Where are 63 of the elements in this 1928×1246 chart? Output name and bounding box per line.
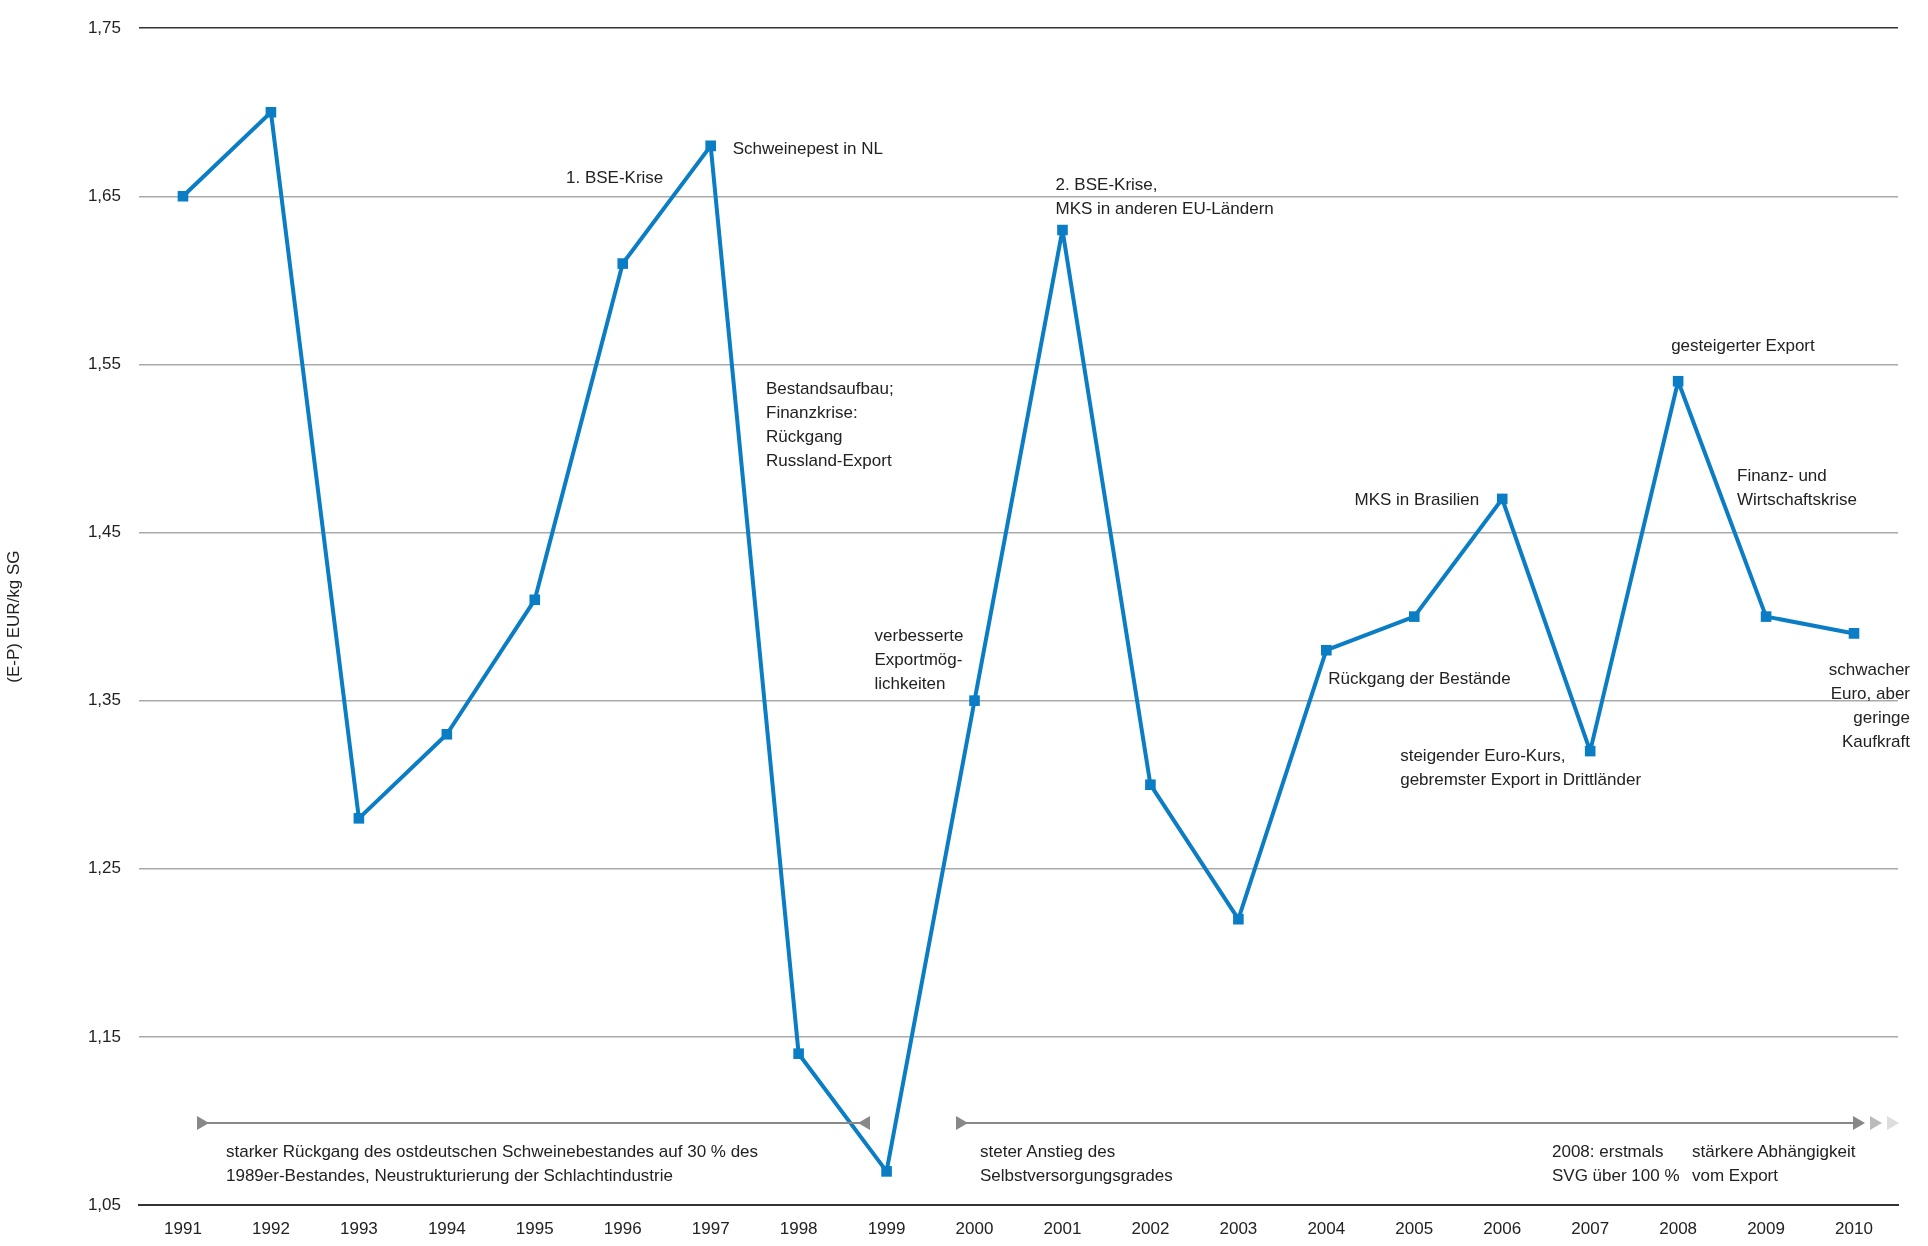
point: [1848, 628, 1860, 639]
x-tick-label: 2003: [1219, 1218, 1258, 1238]
x-tick-label: 1991: [164, 1218, 202, 1238]
x-tick-label: 2009: [1747, 1218, 1785, 1238]
annotation: steigender Euro-Kurs, gebremster Export in Drittländer: [1400, 745, 1642, 792]
annotation: verbesserte Exportmög- lichkeiten: [874, 624, 964, 695]
point: [1672, 375, 1684, 387]
x-tick-label: 1999: [867, 1218, 906, 1238]
x-tick-label: 2006: [1483, 1218, 1522, 1238]
point: [177, 191, 189, 202]
y-tick-label: 1,45: [87, 522, 121, 542]
point: [353, 813, 365, 824]
annotation: 2. BSE-Krise, MKS in anderen EU-Ländern: [1055, 173, 1274, 220]
y-tick-label: 1,75: [87, 17, 121, 37]
annotation: MKS in Brasilien: [1354, 488, 1480, 511]
point: [617, 258, 629, 269]
annotation: Bestandsaufbau; Finanzkrise: Rückgang Russland-Export: [766, 378, 894, 472]
point: [881, 1166, 892, 1177]
point: [529, 594, 541, 606]
y-tick-label: 1,25: [87, 858, 121, 878]
y-tick-label: 1,15: [87, 1026, 121, 1046]
x-tick-label: 1994: [427, 1218, 466, 1238]
annotation: Rückgang der Bestände: [1328, 668, 1511, 691]
x-tick-label: 1995: [515, 1218, 554, 1238]
x-tick-label: 1998: [779, 1218, 818, 1238]
annotation: 1. BSE-Krise: [566, 167, 664, 189]
y-tick-label: 1,55: [87, 354, 121, 374]
x-tick-label: 2000: [955, 1218, 994, 1238]
annotation: Finanz- und Wirtschaftskrise: [1737, 465, 1857, 511]
y-tick-label: 1,35: [87, 690, 121, 710]
y-tick-label: 1,65: [87, 186, 121, 205]
point: [793, 1048, 804, 1059]
point: [1057, 224, 1068, 236]
annotation: starker Rückgang des ostdeutschen Schweinebestandes auf 30 % des 1989er-Bestandes, Neustrukturierung der Schlachtindustrie: [226, 1141, 759, 1187]
point: [1233, 913, 1244, 925]
annotation: steter Anstieg des Selbstversorgungsgrades: [980, 1141, 1173, 1187]
x-tick-label: 2007: [1571, 1218, 1610, 1238]
point: [969, 695, 980, 706]
x-tick-label: 1992: [252, 1218, 290, 1238]
point: [1145, 779, 1156, 791]
x-tick-label: 2001: [1043, 1218, 1082, 1238]
annotation: Schweinepest in NL: [732, 137, 883, 160]
annotation: gesteigerter Export: [1671, 335, 1815, 358]
y-tick-label: 1,05: [87, 1194, 121, 1214]
point: [1408, 611, 1420, 622]
x-tick-label: 2004: [1307, 1218, 1346, 1238]
point: [705, 140, 716, 152]
x-tick-label: 1997: [691, 1218, 730, 1238]
point: [441, 728, 453, 740]
annotation: schwacher Euro, aber geringe Kaufkraft: [1828, 659, 1911, 754]
point: [1321, 644, 1332, 656]
point: [265, 106, 277, 118]
x-tick-label: 2005: [1395, 1218, 1434, 1238]
x-tick-label: 2010: [1835, 1218, 1873, 1238]
x-tick-label: 1996: [603, 1218, 642, 1238]
point: [1760, 611, 1772, 622]
x-tick-label: 2002: [1131, 1218, 1170, 1238]
point: [1496, 493, 1508, 505]
y-axis-title: (E-P) EUR/kg SG: [3, 550, 23, 683]
annotation: 2008: erstmals SVG über 100 %: [1552, 1141, 1680, 1187]
annotation: stärkere Abhängigkeit vom Export: [1692, 1141, 1856, 1187]
x-tick-label: 2008: [1659, 1218, 1698, 1238]
x-tick-label: 1993: [339, 1218, 378, 1238]
